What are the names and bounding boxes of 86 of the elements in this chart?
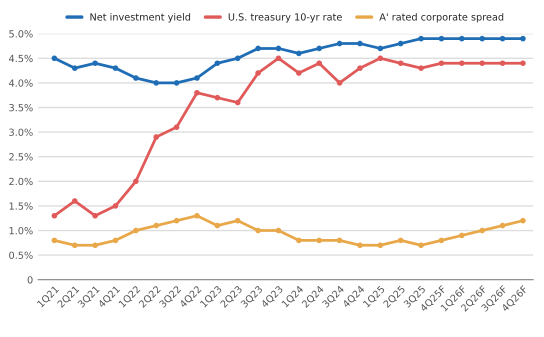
- point: [72, 242, 78, 248]
- point: [316, 238, 322, 244]
- point: [459, 60, 465, 66]
- point: [316, 60, 322, 66]
- legend-label: U.S. treasury 10-yr rate: [228, 13, 342, 22]
- point: [438, 36, 444, 42]
- point: [336, 80, 342, 86]
- point: [255, 46, 261, 52]
- point: [500, 36, 506, 42]
- point: [459, 36, 465, 42]
- point: [500, 222, 506, 228]
- point: [336, 40, 342, 46]
- point: [296, 50, 302, 56]
- point: [214, 222, 220, 228]
- point: [133, 178, 139, 184]
- point: [479, 228, 485, 234]
- point: [194, 90, 200, 96]
- point: [500, 60, 506, 66]
- point: [479, 36, 485, 42]
- point: [336, 238, 342, 244]
- point: [276, 46, 282, 52]
- point: [418, 36, 424, 42]
- point: [418, 65, 424, 71]
- point: [296, 70, 302, 76]
- point: [398, 60, 404, 66]
- point: [52, 212, 58, 219]
- y-tick-label: 4.0%: [8, 79, 33, 87]
- point: [398, 40, 404, 46]
- legend-label: A' rated corporate spread: [379, 13, 504, 22]
- y-tick-label: 1.0%: [10, 226, 33, 234]
- point: [255, 70, 261, 76]
- point: [520, 218, 526, 224]
- point: [153, 134, 160, 140]
- point: [234, 56, 241, 62]
- point: [92, 60, 98, 66]
- point: [296, 238, 302, 244]
- point: [92, 242, 98, 248]
- y-tick-label: 1.5%: [10, 202, 33, 210]
- point: [357, 40, 363, 46]
- legend-label: Net investment yield: [90, 13, 190, 22]
- point: [316, 46, 322, 52]
- y-tick-label: 5.0%: [9, 30, 33, 38]
- point: [153, 222, 160, 228]
- point: [438, 60, 444, 66]
- y-tick-label: 0: [28, 276, 33, 284]
- point: [418, 242, 424, 248]
- point: [174, 80, 180, 86]
- point: [112, 238, 118, 244]
- point: [112, 203, 118, 209]
- point: [133, 228, 139, 234]
- y-tick-label: 3.5%: [9, 104, 33, 112]
- y-tick-label: 4.5%: [8, 54, 33, 62]
- point: [72, 65, 78, 71]
- point: [112, 65, 118, 71]
- point: [133, 75, 139, 81]
- point: [357, 65, 363, 71]
- point: [276, 228, 282, 234]
- point: [479, 60, 485, 66]
- point: [520, 60, 526, 66]
- point: [92, 212, 98, 219]
- point: [174, 218, 180, 224]
- point: [153, 80, 160, 86]
- point: [214, 94, 220, 100]
- point: [234, 100, 241, 106]
- point: [378, 242, 384, 248]
- point: [520, 36, 526, 42]
- point: [378, 56, 384, 62]
- point: [378, 46, 384, 52]
- point: [52, 56, 58, 62]
- point: [255, 228, 261, 234]
- point: [174, 124, 180, 130]
- point: [194, 75, 200, 81]
- point: [234, 218, 241, 224]
- point: [398, 238, 404, 244]
- point: [357, 242, 363, 248]
- point: [194, 212, 200, 219]
- point: [214, 60, 220, 66]
- y-tick-label: 0.5%: [9, 252, 33, 259]
- point: [72, 198, 78, 204]
- y-tick-label: 2.0%: [9, 178, 33, 186]
- y-tick-label: 3.0%: [9, 128, 33, 136]
- point: [459, 232, 465, 238]
- point: [438, 238, 444, 244]
- y-tick-label: 2.5%: [9, 153, 33, 161]
- point: [52, 238, 58, 244]
- point: [276, 56, 282, 62]
